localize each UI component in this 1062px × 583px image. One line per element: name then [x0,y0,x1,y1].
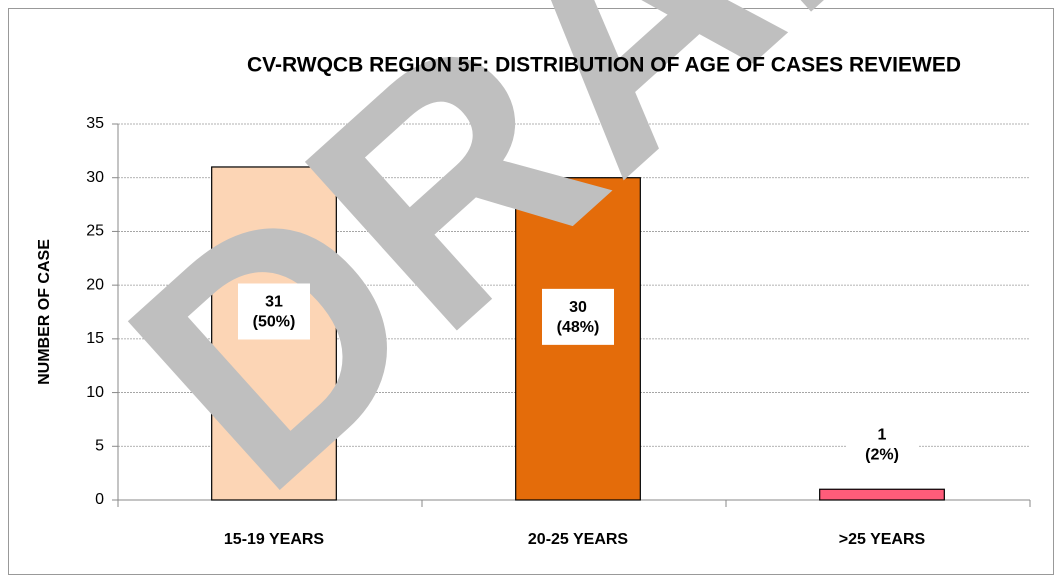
data-label: (48%) [557,319,600,336]
data-label-box [846,416,918,473]
bar [819,488,945,501]
x-tick-label: 15-19 YEARS [224,531,325,548]
y-tick-label: 5 [95,438,104,455]
data-label: (50%) [253,314,296,331]
data-label: 31 [265,294,283,311]
y-tick-label: 15 [86,330,104,347]
y-tick-label: 0 [95,491,104,508]
data-label: (2%) [865,446,899,463]
labels: CV-RWQCB REGION 5F: DISTRIBUTION OF AGE … [36,54,961,549]
data-label: 30 [569,299,587,316]
chart-title: CV-RWQCB REGION 5F: DISTRIBUTION OF AGE … [247,54,961,77]
y-tick-label: 35 [86,115,104,132]
y-tick-label: 30 [86,169,104,186]
data-label: 1 [878,426,887,443]
y-tick-label: 25 [86,223,104,240]
y-tick-label: 10 [86,384,104,401]
data-label-box [238,283,310,340]
x-tick-label: >25 YEARS [839,531,926,548]
data-label-box [542,288,614,345]
x-tick-label: 20-25 YEARS [528,531,629,548]
y-axis-label: NUMBER OF CASE [36,239,53,385]
y-tick-label: 20 [86,276,104,293]
bar [211,166,337,501]
